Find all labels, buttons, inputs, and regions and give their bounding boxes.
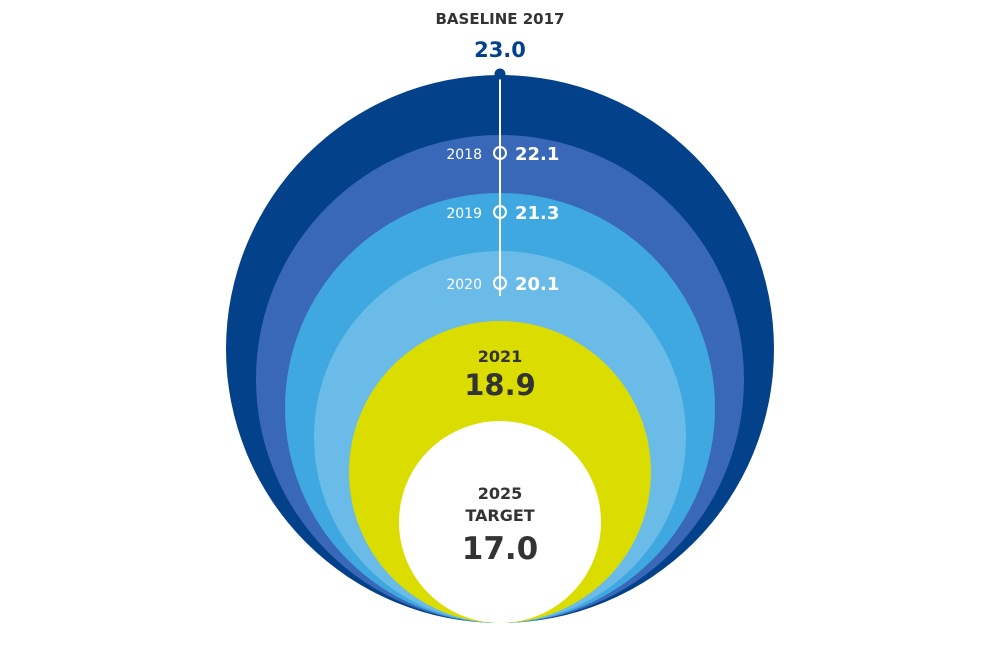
- target-label: TARGET: [465, 506, 534, 525]
- value-2020: 20.1: [515, 274, 559, 295]
- marker-2020: [493, 276, 507, 290]
- value-2018: 22.1: [515, 144, 559, 165]
- baseline-marker: [494, 68, 506, 80]
- year-label-2021: 2021: [478, 347, 523, 366]
- year-label-2018: 2018: [446, 147, 482, 163]
- rings-group: [226, 75, 774, 623]
- ring-2025-target: [399, 421, 601, 623]
- value-2021: 18.9: [464, 368, 536, 402]
- value-2019: 21.3: [515, 203, 559, 224]
- year-label-2019: 2019: [446, 206, 482, 222]
- year-label-2020: 2020: [446, 277, 482, 293]
- baseline-value: 23.0: [474, 38, 526, 62]
- marker-2018: [493, 146, 507, 160]
- marker-2019: [493, 205, 507, 219]
- value-2025-target: 17.0: [462, 531, 539, 567]
- baseline-label: BASELINE 2017: [435, 10, 564, 28]
- year-label-2025: 2025: [478, 484, 523, 503]
